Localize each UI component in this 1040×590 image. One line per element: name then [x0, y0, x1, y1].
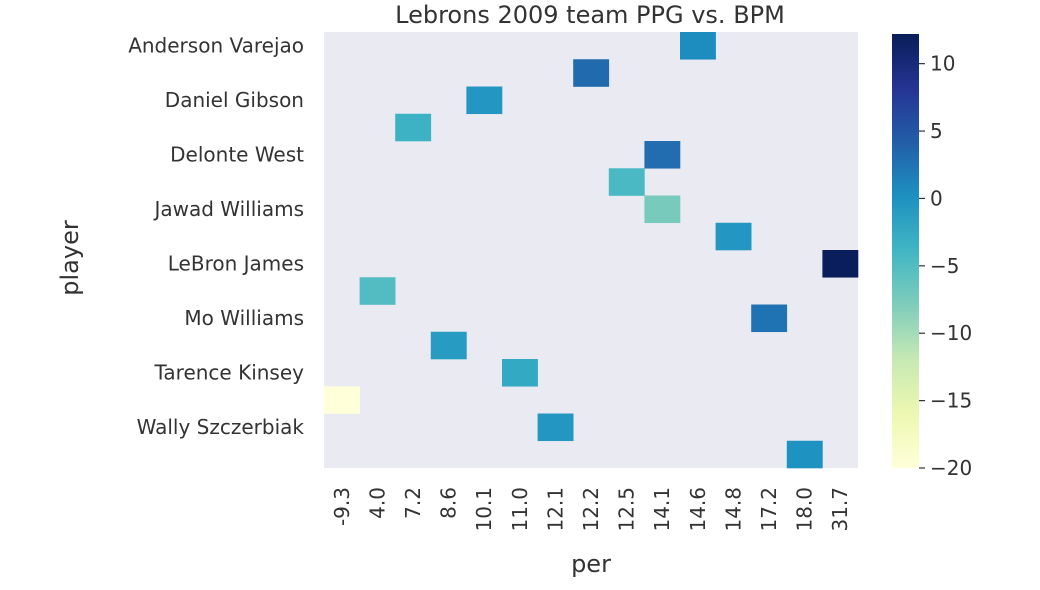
colorbar-tick-label: −5	[930, 254, 959, 278]
y-tick-label: Daniel Gibson	[165, 88, 304, 112]
x-tick-label: -9.3	[330, 487, 354, 526]
x-tick-label: 10.1	[472, 487, 496, 532]
colorbar-tick-label: 10	[930, 52, 955, 76]
y-tick-label: LeBron James	[168, 252, 304, 276]
heatmap-cell-0	[680, 32, 716, 60]
colorbar-tick-label: −15	[930, 389, 972, 413]
heatmap-cell-8	[822, 250, 859, 278]
x-tick-label: 14.8	[721, 487, 745, 532]
colorbar-tick-label: −20	[930, 456, 972, 480]
y-axis-label: player	[56, 220, 84, 296]
x-tick-label: 4.0	[365, 487, 389, 519]
x-tick-label: 12.2	[579, 487, 603, 532]
chart-title: Lebrons 2009 team PPG vs. BPM	[395, 1, 785, 29]
y-tick-label: Tarence Kinsey	[154, 361, 305, 385]
x-tick-label: 18.0	[793, 487, 817, 532]
heatmap-plot-area	[324, 32, 858, 468]
heatmap-cell-9	[359, 277, 396, 305]
heatmap-cell-12	[502, 359, 538, 387]
y-tick-label: Wally Szczerbiak	[137, 415, 305, 439]
heatmap-cell-2	[466, 86, 503, 115]
y-tick-label: Jawad Williams	[152, 197, 304, 221]
heatmap-cell-14	[537, 413, 574, 442]
heatmap-cell-10	[751, 304, 788, 333]
heatmap-cell-11	[430, 331, 467, 360]
y-tick-label: Anderson Varejao	[128, 34, 304, 58]
x-tick-label: 17.2	[757, 487, 781, 532]
colorbar-tick-label: 0	[930, 186, 943, 210]
x-tick-label: 12.5	[615, 487, 639, 532]
heatmap-cell-5	[608, 168, 645, 196]
x-axis-label: per	[571, 550, 611, 578]
colorbar-tick-label: −10	[930, 321, 972, 345]
x-tick-label: 14.1	[650, 487, 674, 532]
heatmap-cell-7	[715, 222, 752, 251]
heatmap-cell-15	[786, 440, 823, 469]
x-tick-label: 8.6	[437, 487, 461, 519]
heatmap-cell-1	[573, 59, 610, 87]
colorbar-tick-label: 5	[930, 119, 943, 143]
x-tick-label: 31.7	[828, 487, 852, 532]
heatmap-cell-13	[324, 386, 360, 414]
colorbar	[892, 34, 919, 468]
heatmap-cell-4	[644, 141, 681, 169]
x-tick-label: 7.2	[401, 487, 425, 519]
heatmap-cell-6	[644, 195, 681, 224]
y-tick-label: Mo Williams	[184, 306, 304, 330]
x-tick-label: 11.0	[508, 487, 532, 532]
x-tick-label: 12.1	[543, 487, 567, 532]
heatmap-cell-3	[395, 113, 432, 142]
x-tick-label: 14.6	[686, 487, 710, 532]
y-tick-label: Delonte West	[170, 143, 304, 167]
